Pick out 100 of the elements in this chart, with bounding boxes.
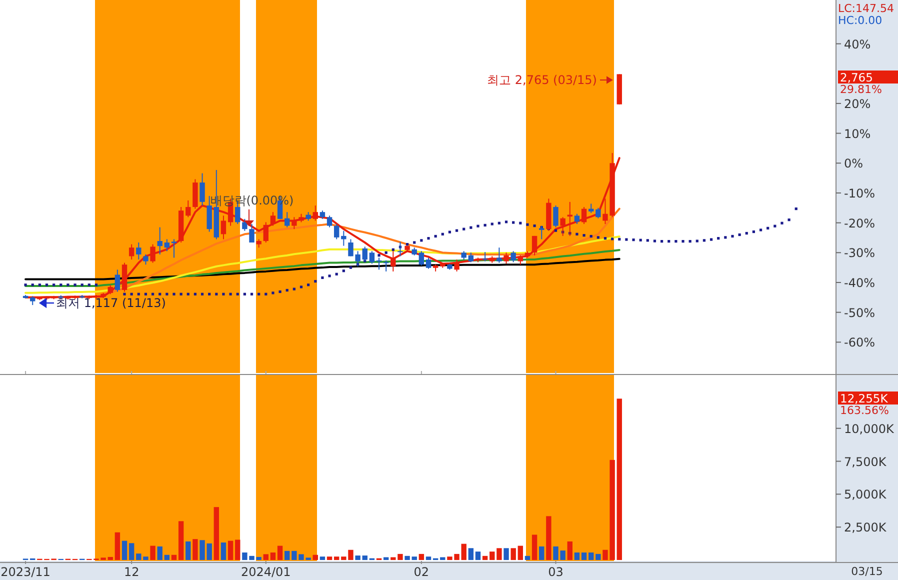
y-tick-label: 10% [844, 126, 871, 141]
bar [539, 546, 544, 560]
candlestick [206, 195, 212, 232]
candlestick [186, 200, 191, 218]
candlestick [426, 257, 432, 270]
candlestick [200, 172, 205, 206]
bar [362, 556, 368, 560]
bar [532, 534, 538, 560]
y-tick-label: 5,000K [844, 488, 888, 502]
bar [418, 554, 424, 560]
bar [510, 548, 516, 560]
bar [270, 552, 276, 560]
bar [157, 546, 162, 560]
bar [228, 540, 234, 560]
candlestick [157, 226, 162, 255]
candlestick [596, 207, 601, 219]
bar [136, 554, 142, 560]
candlestick [128, 244, 134, 260]
bar [284, 550, 290, 560]
y-tick-label: -10% [844, 186, 876, 200]
bar [581, 552, 587, 560]
candlestick [263, 222, 268, 243]
x-tick-label: 02 [414, 565, 430, 579]
y-tick-label: 7,500K [844, 454, 888, 469]
candlestick [383, 260, 389, 272]
candlestick [553, 205, 558, 228]
bar [312, 554, 318, 560]
bar [404, 556, 410, 560]
candlestick [242, 218, 248, 232]
bar [475, 552, 481, 560]
y-tick-label: -60% [844, 336, 876, 350]
candlestick [390, 250, 396, 272]
candlestick [108, 284, 113, 295]
bar [178, 521, 184, 560]
bar [412, 556, 417, 560]
bar [334, 556, 340, 560]
text: LC:147.54 [838, 2, 894, 15]
bar [490, 552, 495, 560]
candlestick [518, 254, 524, 266]
candlestick [249, 224, 254, 243]
bar [355, 556, 360, 560]
candlestick [341, 230, 346, 246]
bar [616, 398, 622, 560]
bar [426, 556, 432, 560]
bar [263, 554, 268, 560]
candlestick [312, 205, 318, 222]
bar [326, 556, 332, 560]
candlestick [136, 242, 142, 260]
y-tick-label: 0% [844, 156, 864, 171]
bar [150, 546, 156, 560]
bar [164, 554, 170, 560]
candlestick [482, 252, 488, 262]
bar [504, 548, 509, 560]
text: 2,765 [840, 70, 873, 84]
candlestick [220, 215, 226, 240]
candlestick [376, 257, 382, 270]
candlestick [334, 224, 340, 240]
bar [122, 540, 128, 560]
bar [524, 556, 530, 560]
y-tick-label: -20% [844, 216, 876, 230]
candlestick [532, 235, 538, 256]
candlestick [496, 247, 502, 264]
candlestick [284, 212, 290, 228]
bar [171, 554, 177, 560]
bar [214, 507, 220, 560]
x-tick-label: 2023/11 [0, 565, 50, 579]
bar [143, 556, 148, 560]
candlestick [418, 250, 424, 266]
bar [482, 556, 488, 560]
text: 163.56% [840, 404, 889, 417]
candlestick [164, 238, 170, 252]
bar [518, 546, 524, 560]
text: 03/15 [851, 565, 883, 578]
candlestick [171, 238, 177, 258]
x-tick-label: 12 [124, 565, 140, 579]
bar [114, 532, 120, 560]
line-series [24, 236, 620, 294]
bar [235, 540, 240, 560]
bar [596, 554, 601, 560]
candlestick [114, 269, 120, 292]
y-tick-label: -40% [844, 276, 876, 290]
candlestick [150, 244, 156, 264]
y-tick-label: -50% [844, 306, 876, 320]
y-tick-label: 2,500K [844, 520, 888, 535]
candlestick [292, 216, 297, 230]
candlestick [270, 212, 276, 226]
x-tick-label: 2024/01 [240, 565, 291, 579]
candlestick [574, 213, 580, 224]
bar [108, 556, 113, 560]
x-tick-label: 03 [548, 565, 564, 579]
candlestick [369, 250, 375, 264]
bar [220, 542, 226, 560]
y-tick-label: 40% [844, 37, 871, 52]
text: HC:0.00 [838, 14, 882, 27]
bar [496, 548, 502, 560]
bar [186, 541, 191, 560]
bar [383, 557, 389, 560]
bar [588, 552, 594, 560]
candlestick [504, 252, 509, 264]
bar [574, 552, 580, 560]
